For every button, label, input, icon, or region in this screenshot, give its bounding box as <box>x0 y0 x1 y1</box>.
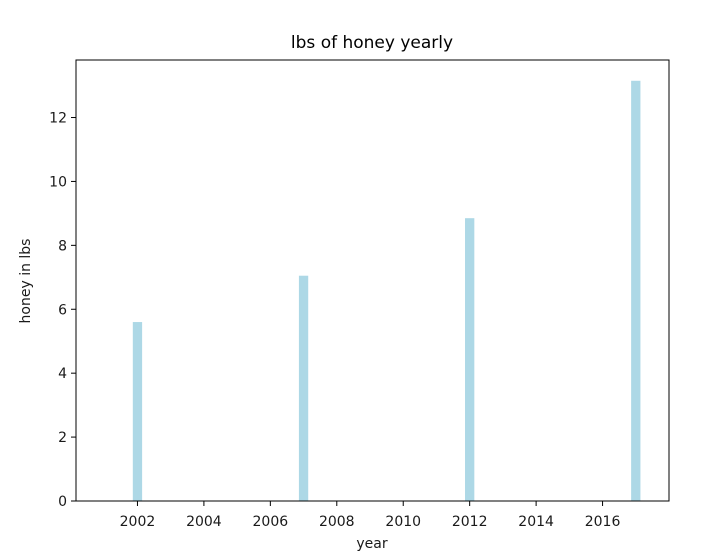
x-axis-label: year <box>356 536 387 552</box>
y-tick-label: 2 <box>58 430 67 446</box>
x-tick-label: 2010 <box>385 514 421 530</box>
bar-2007 <box>298 275 309 501</box>
x-tick-label: 2016 <box>585 514 621 530</box>
bar-2002 <box>132 322 143 501</box>
y-axis: 0 2 4 6 8 10 12 <box>49 111 76 510</box>
plot-frame <box>75 59 670 502</box>
y-tick-label: 10 <box>49 174 67 190</box>
x-tick-label: 2014 <box>518 514 554 530</box>
y-tick-label: 4 <box>58 366 67 382</box>
y-tick-label: 0 <box>58 494 67 510</box>
y-tick-label: 12 <box>49 111 67 127</box>
y-tick-label: 8 <box>58 238 67 254</box>
x-tick-label: 2004 <box>186 514 222 530</box>
x-tick-label: 2012 <box>452 514 488 530</box>
y-tick-label: 6 <box>58 302 67 318</box>
x-tick-label: 2002 <box>120 514 156 530</box>
bar-2017 <box>631 80 641 502</box>
x-axis: 2002 2004 2006 2008 2010 2012 2014 2016 <box>120 501 621 530</box>
bars-group <box>132 80 641 502</box>
x-tick-label: 2006 <box>253 514 289 530</box>
x-tick-label: 2008 <box>319 514 355 530</box>
chart-title: lbs of honey yearly <box>291 33 453 53</box>
y-axis-label: honey in lbs <box>18 239 34 324</box>
bar-2012 <box>465 218 475 501</box>
